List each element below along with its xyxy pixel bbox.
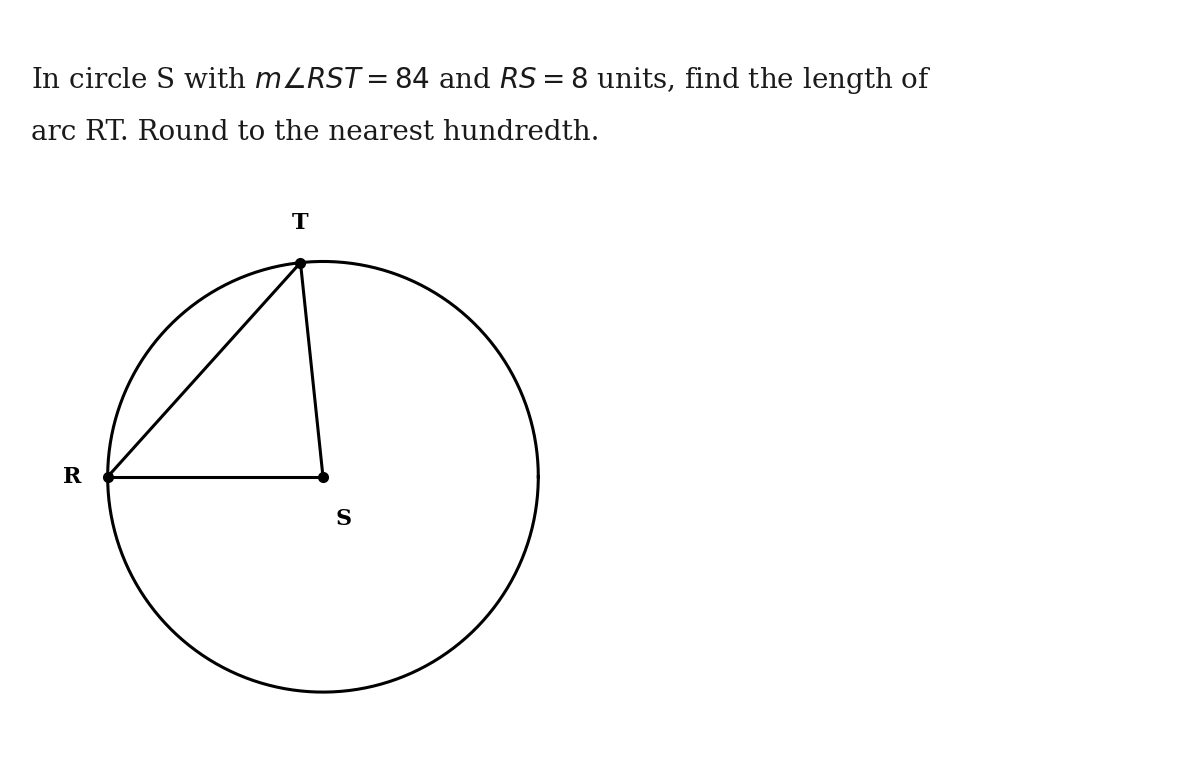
Text: R: R bbox=[64, 466, 82, 488]
Text: In circle S with $m\angle RST = 84$ and $RS = 8$ units, find the length of: In circle S with $m\angle RST = 84$ and … bbox=[31, 65, 931, 96]
Text: arc RT. Round to the nearest hundredth.: arc RT. Round to the nearest hundredth. bbox=[31, 119, 599, 146]
Text: T: T bbox=[292, 212, 308, 235]
Text: S: S bbox=[336, 508, 352, 530]
